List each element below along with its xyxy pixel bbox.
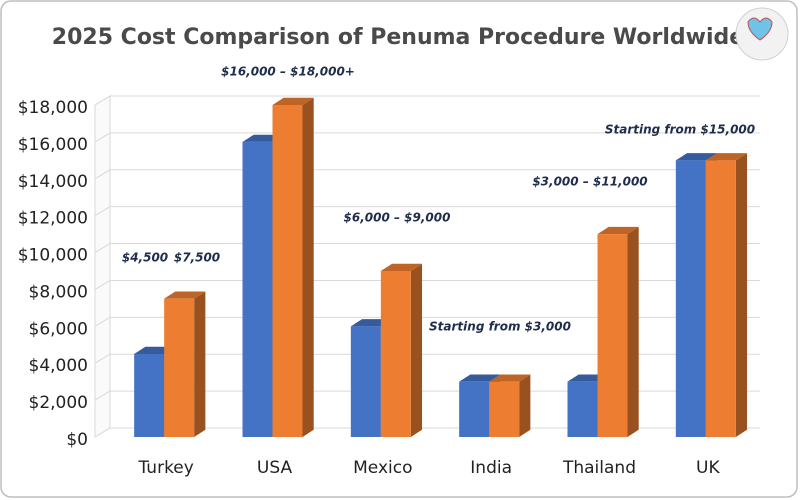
annotation: $4,500	[122, 251, 168, 265]
x-tick-label: Mexico	[353, 458, 412, 478]
grid-line	[94, 169, 760, 180]
bar	[380, 271, 411, 437]
bar-top	[272, 97, 314, 105]
y-tick-label: $14,000	[18, 172, 88, 192]
bar-top	[164, 291, 206, 299]
bar	[705, 160, 736, 438]
bar	[272, 105, 303, 437]
bar	[675, 160, 706, 438]
grid-line	[94, 206, 760, 217]
grid-line	[94, 390, 760, 401]
grid-line	[94, 316, 760, 327]
bar	[459, 381, 490, 437]
annotation: $6,000 – $9,000	[344, 211, 451, 225]
bar	[134, 354, 165, 437]
grid-line	[94, 353, 760, 364]
side-wall	[94, 95, 111, 438]
bar-top	[380, 263, 423, 271]
x-tick-label: USA	[257, 458, 293, 478]
grid-line	[94, 95, 760, 106]
bar-side	[627, 226, 639, 437]
bar-top	[459, 374, 501, 382]
bar-top	[597, 226, 639, 235]
bar	[597, 234, 628, 437]
y-tick-label: $6,000	[29, 319, 88, 339]
y-tick-label: $10,000	[18, 246, 88, 266]
bar	[489, 381, 520, 437]
bar-top	[705, 153, 748, 161]
y-tick-label: $18,000	[18, 98, 88, 118]
x-tick-label: India	[470, 458, 512, 478]
annotation: $16,000 – $18,000+	[221, 65, 355, 79]
grid-line	[94, 132, 760, 143]
bar-side	[735, 153, 748, 437]
bar-side	[519, 374, 531, 437]
bar-side	[302, 97, 314, 438]
bar	[350, 326, 381, 437]
annotation: Starting from $15,000	[605, 123, 755, 137]
grid-line	[94, 279, 760, 290]
bar	[242, 141, 273, 437]
annotation: Starting from $3,000	[429, 320, 571, 334]
grid-line	[94, 427, 760, 438]
x-tick-label: Thailand	[562, 458, 636, 478]
chart-title: 2025 Cost Comparison of Penuma Procedure…	[52, 25, 744, 50]
bar	[567, 381, 598, 437]
y-tick-label: $2,000	[29, 393, 88, 413]
bar-top	[489, 374, 531, 382]
bar-top	[675, 153, 718, 161]
annotation: $3,000 – $11,000	[532, 175, 647, 189]
y-tick-label: $12,000	[18, 209, 88, 229]
annotation: $7,500	[174, 251, 220, 265]
x-tick-label: Turkey	[138, 458, 194, 478]
x-tick-label: UK	[696, 458, 720, 478]
y-tick-label: $16,000	[18, 135, 88, 155]
logo	[735, 7, 789, 61]
grid-line	[94, 243, 760, 253]
y-tick-label: $8,000	[29, 282, 88, 302]
logo-heart	[747, 17, 773, 41]
bar-side	[410, 263, 423, 437]
bar	[164, 298, 195, 437]
y-tick-label: $4,000	[29, 356, 88, 376]
bar-side	[194, 291, 206, 437]
y-tick-label: $0	[66, 430, 88, 450]
